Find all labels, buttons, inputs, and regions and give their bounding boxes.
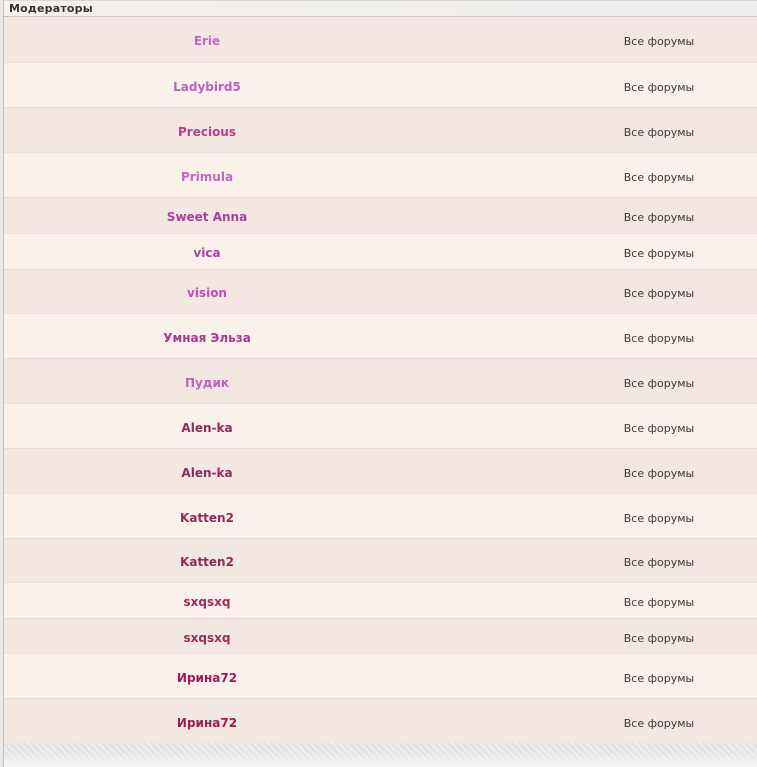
moderator-name-link[interactable]: Alen-ka: [181, 465, 233, 480]
moderated-forums-link[interactable]: Все форумы: [623, 631, 695, 645]
moderator-name-link[interactable]: vica: [193, 246, 221, 260]
moderated-forums-link[interactable]: Все форумы: [623, 716, 695, 730]
moderator-name-link[interactable]: Ladybird5: [173, 79, 241, 94]
moderator-name-link[interactable]: sxqsxq: [183, 630, 231, 645]
moderated-forums-cell: Все форумы: [561, 206, 757, 225]
moderator-list: Erie Все форумы Ladybird5 Все форумы Pre…: [4, 17, 757, 743]
moderator-name-link[interactable]: Ирина72: [176, 670, 238, 685]
moderated-forums-link[interactable]: Все форумы: [623, 466, 695, 480]
moderator-name-cell: Ирина72: [4, 667, 410, 686]
moderator-name-cell: Erie: [4, 30, 410, 49]
moderated-forums-cell: Все форумы: [561, 591, 757, 610]
moderated-forums-cell: Все форумы: [561, 76, 757, 95]
moderator-row: Katten2 Все форумы: [4, 538, 757, 582]
moderator-name-cell: Alen-ka: [4, 462, 410, 481]
moderated-forums-link[interactable]: Все форумы: [623, 287, 695, 300]
moderator-row: vision Все форумы: [4, 269, 757, 313]
moderated-forums-link[interactable]: Все форумы: [623, 511, 695, 525]
moderated-forums-link[interactable]: Все форумы: [623, 247, 695, 260]
moderator-row: Katten2 Все форумы: [4, 493, 757, 538]
moderator-row: sxqsxq Все форумы: [4, 582, 757, 618]
moderated-forums-cell: Все форумы: [561, 667, 757, 686]
moderated-forums-link[interactable]: Все форумы: [623, 170, 695, 184]
moderated-forums-cell: Все форумы: [561, 372, 757, 391]
moderators-panel: Модераторы Erie Все форумы Ladybird5 Все…: [3, 0, 757, 767]
moderated-forums-link[interactable]: Все форумы: [623, 211, 695, 224]
moderator-name-link[interactable]: Умная Эльза: [163, 330, 251, 345]
moderator-name-link[interactable]: vision: [187, 286, 227, 300]
moderator-row: Ladybird5 Все форумы: [4, 62, 757, 107]
moderated-forums-cell: Все форумы: [561, 166, 757, 185]
moderated-forums-link[interactable]: Все форумы: [623, 596, 695, 609]
moderator-name-cell: Пудик: [4, 372, 410, 391]
moderator-name-cell: Alen-ka: [4, 417, 410, 436]
moderator-row: vica Все форумы: [4, 233, 757, 269]
moderated-forums-cell: Все форумы: [561, 30, 757, 49]
moderated-forums-cell: Все форумы: [561, 551, 757, 570]
moderated-forums-cell: Все форумы: [561, 627, 757, 646]
moderator-name-link[interactable]: Katten2: [180, 510, 234, 525]
moderator-name-cell: Precious: [4, 121, 410, 140]
moderated-forums-cell: Все форумы: [561, 507, 757, 526]
moderator-name-link[interactable]: sxqsxq: [183, 595, 231, 609]
moderated-forums-cell: Все форумы: [561, 121, 757, 140]
moderated-forums-link[interactable]: Все форумы: [623, 421, 695, 435]
moderated-forums-link[interactable]: Все форумы: [623, 331, 695, 345]
moderator-name-cell: Katten2: [4, 507, 410, 526]
moderated-forums-link[interactable]: Все форумы: [623, 35, 695, 48]
moderator-name-cell: Katten2: [4, 551, 410, 570]
moderator-row: Alen-ka Все форумы: [4, 448, 757, 493]
moderator-name-link[interactable]: Ирина72: [176, 715, 238, 730]
moderator-row: Primula Все форумы: [4, 152, 757, 197]
moderator-row: sxqsxq Все форумы: [4, 618, 757, 653]
moderator-name-link[interactable]: Katten2: [180, 555, 234, 569]
moderator-row: Sweet Anna Все форумы: [4, 197, 757, 233]
moderated-forums-link[interactable]: Все форумы: [623, 556, 695, 569]
moderated-forums-cell: Все форумы: [561, 462, 757, 481]
moderator-row: Пудик Все форумы: [4, 358, 757, 403]
moderator-name-cell: Умная Эльза: [4, 327, 410, 346]
moderator-name-cell: Primula: [4, 166, 410, 185]
moderator-name-cell: sxqsxq: [4, 627, 410, 646]
moderator-name-cell: Ladybird5: [4, 76, 410, 95]
panel-footer: [4, 743, 757, 767]
moderated-forums-cell: Все форумы: [561, 282, 757, 301]
moderated-forums-cell: Все форумы: [561, 417, 757, 436]
moderator-row: Precious Все форумы: [4, 107, 757, 152]
moderated-forums-link[interactable]: Все форумы: [623, 376, 695, 390]
moderator-name-cell: vica: [4, 242, 410, 261]
moderator-name-link[interactable]: Precious: [177, 124, 236, 139]
moderator-name-link[interactable]: Alen-ka: [181, 420, 233, 435]
moderator-row: Erie Все форумы: [4, 17, 757, 62]
moderated-forums-link[interactable]: Все форумы: [623, 671, 695, 685]
moderated-forums-cell: Все форумы: [561, 327, 757, 346]
panel-header: Модераторы: [4, 0, 757, 17]
panel-title: Модераторы: [9, 2, 93, 15]
moderated-forums-link[interactable]: Все форумы: [623, 80, 695, 94]
moderator-row: Умная Эльза Все форумы: [4, 313, 757, 358]
moderator-name-cell: vision: [4, 282, 410, 301]
moderator-name-cell: Ирина72: [4, 712, 410, 731]
moderator-row: Alen-ka Все форумы: [4, 403, 757, 448]
moderator-row: Ирина72 Все форумы: [4, 653, 757, 698]
moderated-forums-cell: Все форумы: [561, 242, 757, 261]
moderator-name-cell: Sweet Anna: [4, 206, 410, 225]
moderator-name-link[interactable]: Primula: [180, 169, 234, 184]
moderated-forums-cell: Все форумы: [561, 712, 757, 731]
moderator-name-link[interactable]: Пудик: [184, 375, 230, 390]
moderator-row: Ирина72 Все форумы: [4, 698, 757, 743]
moderator-name-link[interactable]: Erie: [193, 34, 221, 48]
moderator-name-cell: sxqsxq: [4, 591, 410, 610]
moderated-forums-link[interactable]: Все форумы: [623, 125, 695, 139]
moderator-name-link[interactable]: Sweet Anna: [166, 210, 248, 224]
